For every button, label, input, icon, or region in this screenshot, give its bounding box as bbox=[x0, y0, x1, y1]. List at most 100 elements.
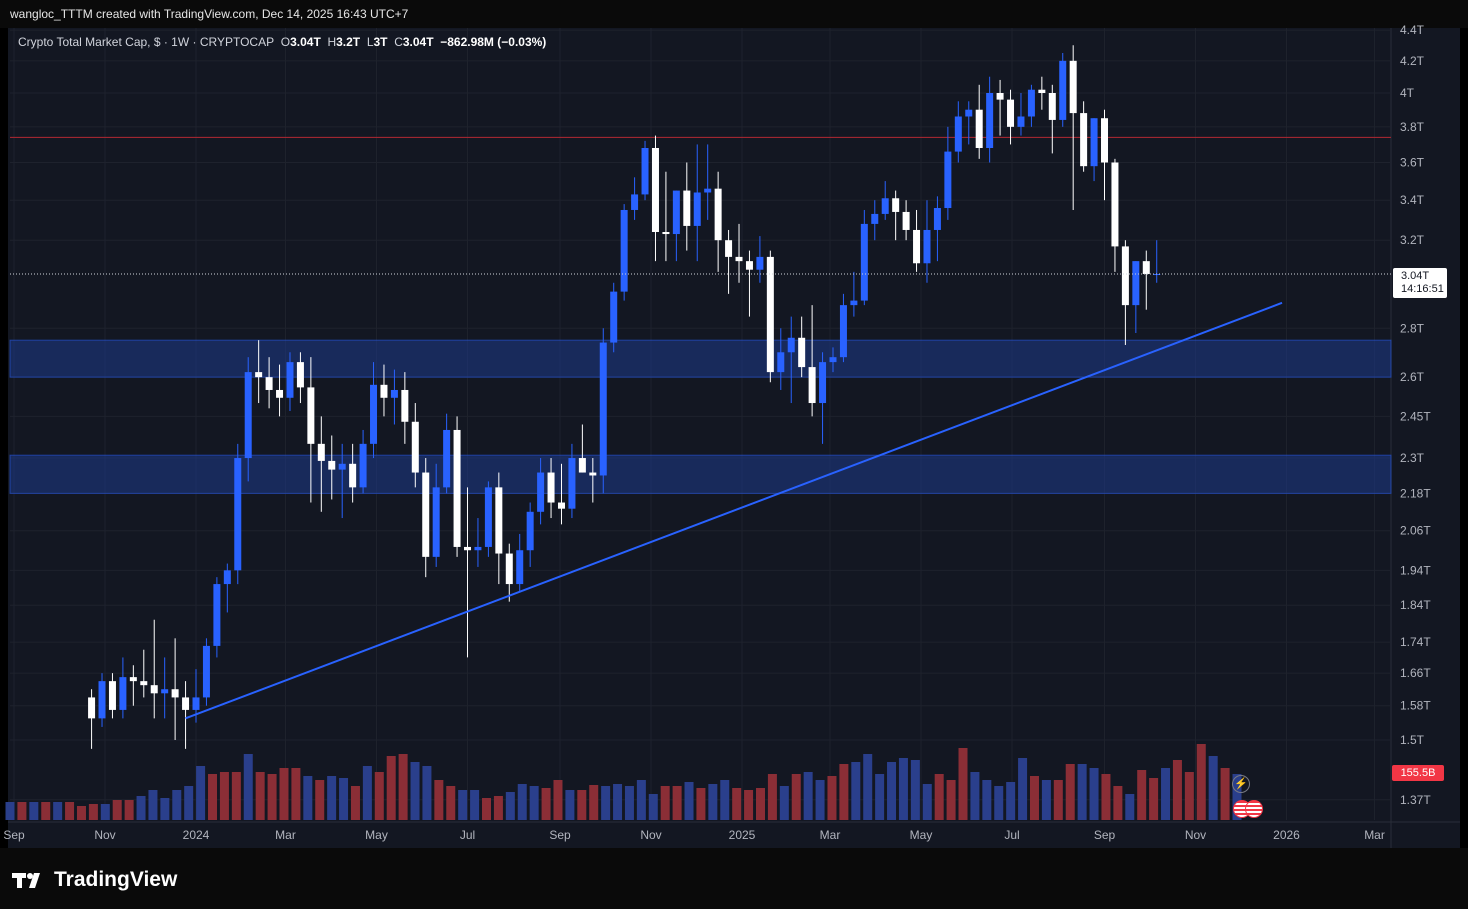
volume-bar bbox=[946, 780, 956, 820]
support-zone bbox=[9, 339, 1392, 378]
volume-bar bbox=[482, 798, 492, 820]
volume-bar bbox=[279, 768, 289, 820]
lightning-icon[interactable]: ⚡ bbox=[1232, 775, 1250, 793]
y-axis: 4.4T 4.2T 4T 3.8T 3.6T 3.4T 3.2T 2.8T 2.6T 2.45T 2… bbox=[10, 23, 1431, 807]
candle-body bbox=[411, 421, 419, 473]
symbol-title: Crypto Total Market Cap, $ · 1W · CRYPTO… bbox=[18, 35, 275, 49]
volume-bar bbox=[398, 754, 408, 820]
candle bbox=[1153, 240, 1161, 283]
volume-bar bbox=[88, 804, 98, 820]
candle bbox=[1048, 84, 1056, 154]
candle bbox=[464, 487, 472, 658]
candle-body bbox=[119, 677, 127, 710]
tradingview-logo-icon bbox=[12, 873, 40, 888]
volume-bar bbox=[1029, 776, 1039, 820]
candle bbox=[286, 352, 294, 411]
volume-bar bbox=[350, 786, 360, 820]
candle bbox=[359, 429, 367, 494]
x-tick-label: Sep bbox=[3, 828, 25, 842]
candle-body bbox=[933, 208, 941, 230]
x-tick-label: Mar bbox=[275, 828, 296, 842]
candle bbox=[1059, 53, 1067, 127]
volume-bar bbox=[17, 802, 27, 820]
volume-bar bbox=[875, 774, 885, 820]
volume-bar bbox=[1232, 774, 1242, 820]
volume-bar bbox=[208, 774, 218, 820]
candle bbox=[370, 362, 378, 459]
candle bbox=[965, 101, 973, 145]
open-label: O bbox=[280, 35, 291, 49]
candle bbox=[182, 681, 190, 749]
candle bbox=[756, 236, 764, 283]
candle bbox=[119, 657, 127, 719]
volume-bars bbox=[5, 744, 1242, 820]
candle bbox=[255, 340, 263, 404]
candle bbox=[1142, 250, 1150, 310]
volume-bar bbox=[755, 788, 765, 820]
candle bbox=[380, 364, 388, 417]
candle bbox=[683, 162, 691, 251]
volume-bar bbox=[1196, 744, 1206, 820]
candle-body bbox=[537, 472, 545, 512]
candle-body bbox=[881, 198, 889, 214]
y-tick-label: 1.94T bbox=[1400, 563, 1431, 577]
candle bbox=[944, 126, 952, 220]
volume-bar bbox=[1220, 768, 1230, 820]
volume-bar bbox=[1041, 780, 1051, 820]
y-tick-label: 1.58T bbox=[1400, 699, 1431, 713]
volume-bar bbox=[744, 790, 754, 820]
candle bbox=[892, 190, 900, 241]
candle bbox=[98, 673, 106, 727]
y-tick-label: 1.74T bbox=[1400, 635, 1431, 649]
candle bbox=[505, 543, 513, 602]
candle-body bbox=[390, 389, 398, 398]
x-tick-label: Sep bbox=[549, 828, 571, 842]
candle-body bbox=[1101, 118, 1109, 163]
candle-body bbox=[1038, 89, 1046, 93]
candle bbox=[986, 76, 994, 163]
x-tick-label: Mar bbox=[820, 828, 841, 842]
volume-bar bbox=[65, 802, 75, 820]
candle bbox=[516, 533, 524, 592]
change-value: −862.98M (−0.03%) bbox=[440, 35, 547, 49]
candle-body bbox=[495, 487, 503, 554]
brand-name: TradingView bbox=[54, 868, 178, 891]
volume-bar bbox=[684, 782, 694, 820]
y-tick-label: 1.37T bbox=[1400, 793, 1431, 807]
us-flag-icon[interactable] bbox=[1245, 800, 1263, 818]
candle-body bbox=[923, 229, 931, 264]
volume-bar bbox=[100, 804, 110, 820]
candle bbox=[328, 435, 336, 500]
tradingview-logo[interactable]: TradingView bbox=[12, 868, 177, 892]
volume-bar bbox=[386, 756, 396, 820]
candle bbox=[693, 144, 701, 262]
candle-body bbox=[1059, 60, 1067, 120]
volume-bar bbox=[720, 780, 730, 820]
candle-body bbox=[798, 337, 806, 368]
candle-body bbox=[244, 372, 252, 459]
current-price-value: 3.04T bbox=[1401, 270, 1430, 282]
candle-body bbox=[140, 681, 148, 686]
volume-bar bbox=[767, 774, 777, 820]
candle-body bbox=[464, 546, 472, 551]
candle-body bbox=[547, 472, 555, 503]
y-tick-label: 1.66T bbox=[1400, 666, 1431, 680]
candle-body bbox=[1121, 246, 1129, 306]
candle-body bbox=[683, 190, 691, 226]
volume-bar bbox=[1149, 778, 1159, 820]
volume-bar bbox=[696, 788, 706, 820]
volume-bar bbox=[613, 784, 623, 820]
candle bbox=[526, 502, 534, 567]
candle bbox=[213, 577, 221, 658]
volume-bar bbox=[339, 778, 349, 820]
close-label: C bbox=[394, 35, 403, 49]
candle-body bbox=[296, 362, 304, 388]
volume-bar bbox=[160, 798, 170, 820]
candle bbox=[881, 181, 889, 220]
candle-body bbox=[787, 337, 795, 353]
candle-body bbox=[599, 342, 607, 476]
candle-body bbox=[422, 472, 430, 557]
volume-bar bbox=[803, 772, 813, 820]
volume-bar bbox=[291, 768, 301, 820]
